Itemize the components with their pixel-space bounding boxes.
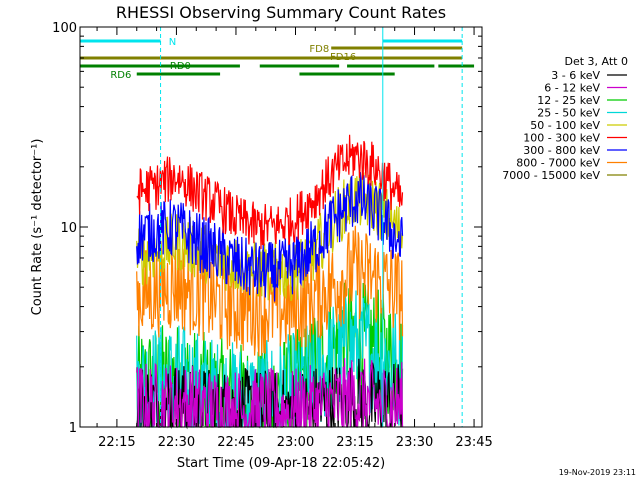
legend-label-5: 100 - 300 keV xyxy=(523,132,600,145)
legend-label-0: 3 - 6 keV xyxy=(551,69,600,82)
mode-label-fd16: FD16 xyxy=(330,52,356,63)
data-layer xyxy=(136,134,404,430)
x-tick-label: 22:45 xyxy=(217,435,254,450)
mode-label-rd6: RD6 xyxy=(110,70,131,81)
series-line-6 xyxy=(136,172,404,302)
y-axis-label: Count Rate (s⁻¹ detector⁻¹) xyxy=(30,139,45,316)
x-axis-label: Start Time (09-Apr-18 22:05:42) xyxy=(177,456,385,471)
y-tick-label: 1 xyxy=(69,421,77,436)
legend-label-1: 6 - 12 keV xyxy=(544,82,600,95)
x-tick-label: 23:15 xyxy=(336,435,373,450)
axes: 22:15 22:30 22:45 23:00 23:15 23:30 23:45 1 10 10… xyxy=(52,21,493,450)
legend-title: Det 3, Att 0 xyxy=(565,55,629,68)
series-line-5 xyxy=(136,134,404,250)
x-tick-label: 22:30 xyxy=(158,435,195,450)
mode-label-rd0: RD0 xyxy=(170,61,191,72)
y-tick-label: 10 xyxy=(60,221,77,236)
x-tick-label: 22:15 xyxy=(98,435,135,450)
date-stamp: 19-Nov-2019 23:11 xyxy=(559,468,636,477)
legend-label-4: 50 - 100 keV xyxy=(530,119,600,132)
legend-label-6: 300 - 800 keV xyxy=(523,144,600,157)
series-line-7 xyxy=(136,225,404,357)
legend-label-3: 25 - 50 keV xyxy=(537,107,600,120)
x-tick-label: 23:45 xyxy=(455,435,492,450)
legend-label-8: 7000 - 15000 keV xyxy=(502,169,600,182)
x-tick-label: 23:30 xyxy=(396,435,433,450)
y-tick-label: 100 xyxy=(52,21,77,36)
x-tick-label: 23:00 xyxy=(277,435,314,450)
legend-label-7: 800 - 7000 keV xyxy=(516,157,600,170)
mode-label-n: N xyxy=(169,37,176,48)
mode-label-fd8: FD8 xyxy=(309,44,329,55)
legend-label-2: 12 - 25 keV xyxy=(537,94,600,107)
chart-title: RHESSI Observing Summary Count Rates xyxy=(116,3,446,22)
